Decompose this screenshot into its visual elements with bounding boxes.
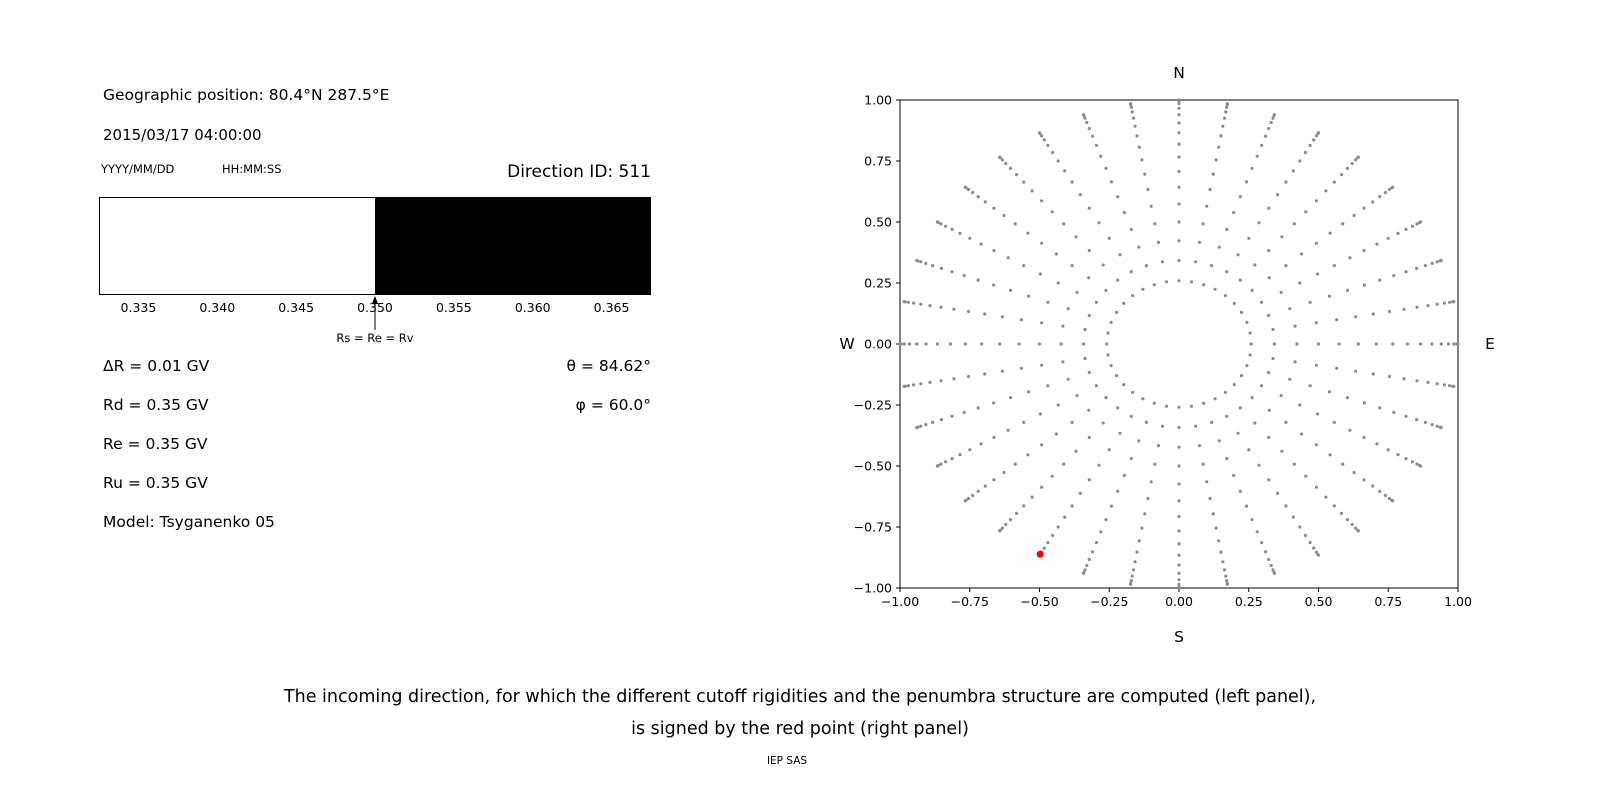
svg-text:N: N (1173, 64, 1185, 82)
theta-value: θ = 84.62° (566, 357, 651, 375)
svg-text:S: S (1174, 628, 1184, 646)
time-format-label: HH:MM:SS (222, 162, 282, 176)
ru-value: Ru = 0.35 GV (103, 474, 208, 492)
svg-text:0.25: 0.25 (1235, 594, 1263, 609)
phi-value: φ = 60.0° (575, 396, 651, 414)
svg-text:−0.75: −0.75 (951, 594, 989, 609)
datetime-text: 2015/03/17 04:00:00 (103, 126, 262, 144)
direction-chart: −1.00 −0.75 −0.50 −0.25 0.00 0.25 0.50 0.75 1.00… (839, 64, 1495, 646)
direction-id-text: Direction ID: 511 (507, 162, 651, 182)
svg-text:0.00: 0.00 (1165, 594, 1193, 609)
credit-text: IEP SAS (766, 755, 808, 767)
svg-text:0.00: 0.00 (864, 337, 892, 352)
svg-text:0.345: 0.345 (278, 300, 314, 315)
caption-line1: The incoming direction, for which the di… (283, 687, 1317, 707)
svg-text:0.335: 0.335 (121, 300, 157, 315)
model-text: Model: Tsyganenko 05 (103, 513, 275, 531)
caption-line2: is signed by the red point (right panel) (631, 719, 969, 739)
svg-text:0.360: 0.360 (515, 300, 551, 315)
svg-text:0.365: 0.365 (594, 300, 630, 315)
geo-position-text: Geographic position: 80.4°N 287.5°E (103, 86, 390, 104)
selected-direction-point (1036, 550, 1044, 558)
svg-text:E: E (1485, 335, 1495, 353)
svg-text:1.00: 1.00 (864, 93, 892, 108)
svg-text:Rs = Re = Rv: Rs = Re = Rv (336, 331, 413, 345)
svg-text:−1.00: −1.00 (881, 594, 919, 609)
svg-text:0.355: 0.355 (436, 300, 472, 315)
svg-text:0.25: 0.25 (864, 276, 892, 291)
svg-text:−0.50: −0.50 (854, 459, 892, 474)
svg-text:1.00: 1.00 (1444, 594, 1472, 609)
svg-text:−0.50: −0.50 (1020, 594, 1058, 609)
svg-text:−1.00: −1.00 (854, 581, 892, 596)
rd-value: Rd = 0.35 GV (103, 396, 209, 414)
svg-text:0.75: 0.75 (864, 154, 892, 169)
delta-r-value: ΔR = 0.01 GV (103, 357, 210, 375)
svg-text:0.50: 0.50 (1305, 594, 1333, 609)
svg-text:0.50: 0.50 (864, 215, 892, 230)
svg-text:−0.25: −0.25 (854, 398, 892, 413)
svg-text:0.75: 0.75 (1374, 594, 1402, 609)
re-value: Re = 0.35 GV (103, 435, 208, 453)
svg-text:−0.75: −0.75 (854, 520, 892, 535)
svg-text:W: W (839, 335, 854, 353)
svg-text:0.340: 0.340 (199, 300, 235, 315)
date-format-label: YYYY/MM/DD (101, 162, 175, 176)
svg-text:−0.25: −0.25 (1090, 594, 1128, 609)
